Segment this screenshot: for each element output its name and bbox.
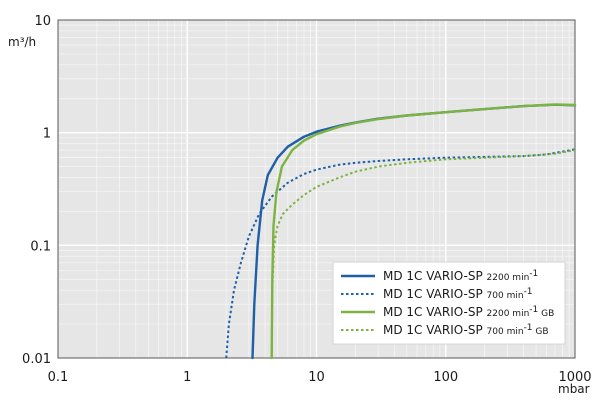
tick-labels: 0.1 1 10 100 1000 0.01 0.1 1 10 — [22, 14, 592, 385]
legend-label: MD 1C VARIO-SP 2200 min-1 — [383, 269, 538, 283]
legend: MD 1C VARIO-SP 2200 min-1 MD 1C VARIO-SP … — [332, 261, 566, 345]
y-tick-label: 0.01 — [22, 352, 51, 367]
x-tick-label: 1 — [183, 370, 191, 385]
y-tick-label: 10 — [34, 14, 51, 29]
y-tick-label: 0.1 — [30, 239, 51, 254]
plot-frame — [57, 19, 576, 359]
legend-label: MD 1C VARIO-SP 700 min-1 — [383, 287, 533, 301]
x-tick-label: 1000 — [558, 370, 591, 385]
series-line-4 — [270, 149, 576, 359]
x-tick-label: 10 — [308, 370, 325, 385]
y-tick-label: 1 — [43, 127, 51, 142]
legend-label: MD 1C VARIO-SP 700 min-1 GB — [383, 323, 549, 337]
series-line-3 — [270, 103, 577, 360]
x-tick-label: 100 — [433, 370, 458, 385]
legend-label: MD 1C VARIO-SP 2200 min-1 GB — [383, 305, 554, 319]
series-layer — [225, 103, 577, 360]
y-axis-label: m³/h — [8, 35, 36, 49]
x-axis-label: mbar — [558, 382, 590, 396]
x-tick-label: 0.1 — [48, 370, 69, 385]
